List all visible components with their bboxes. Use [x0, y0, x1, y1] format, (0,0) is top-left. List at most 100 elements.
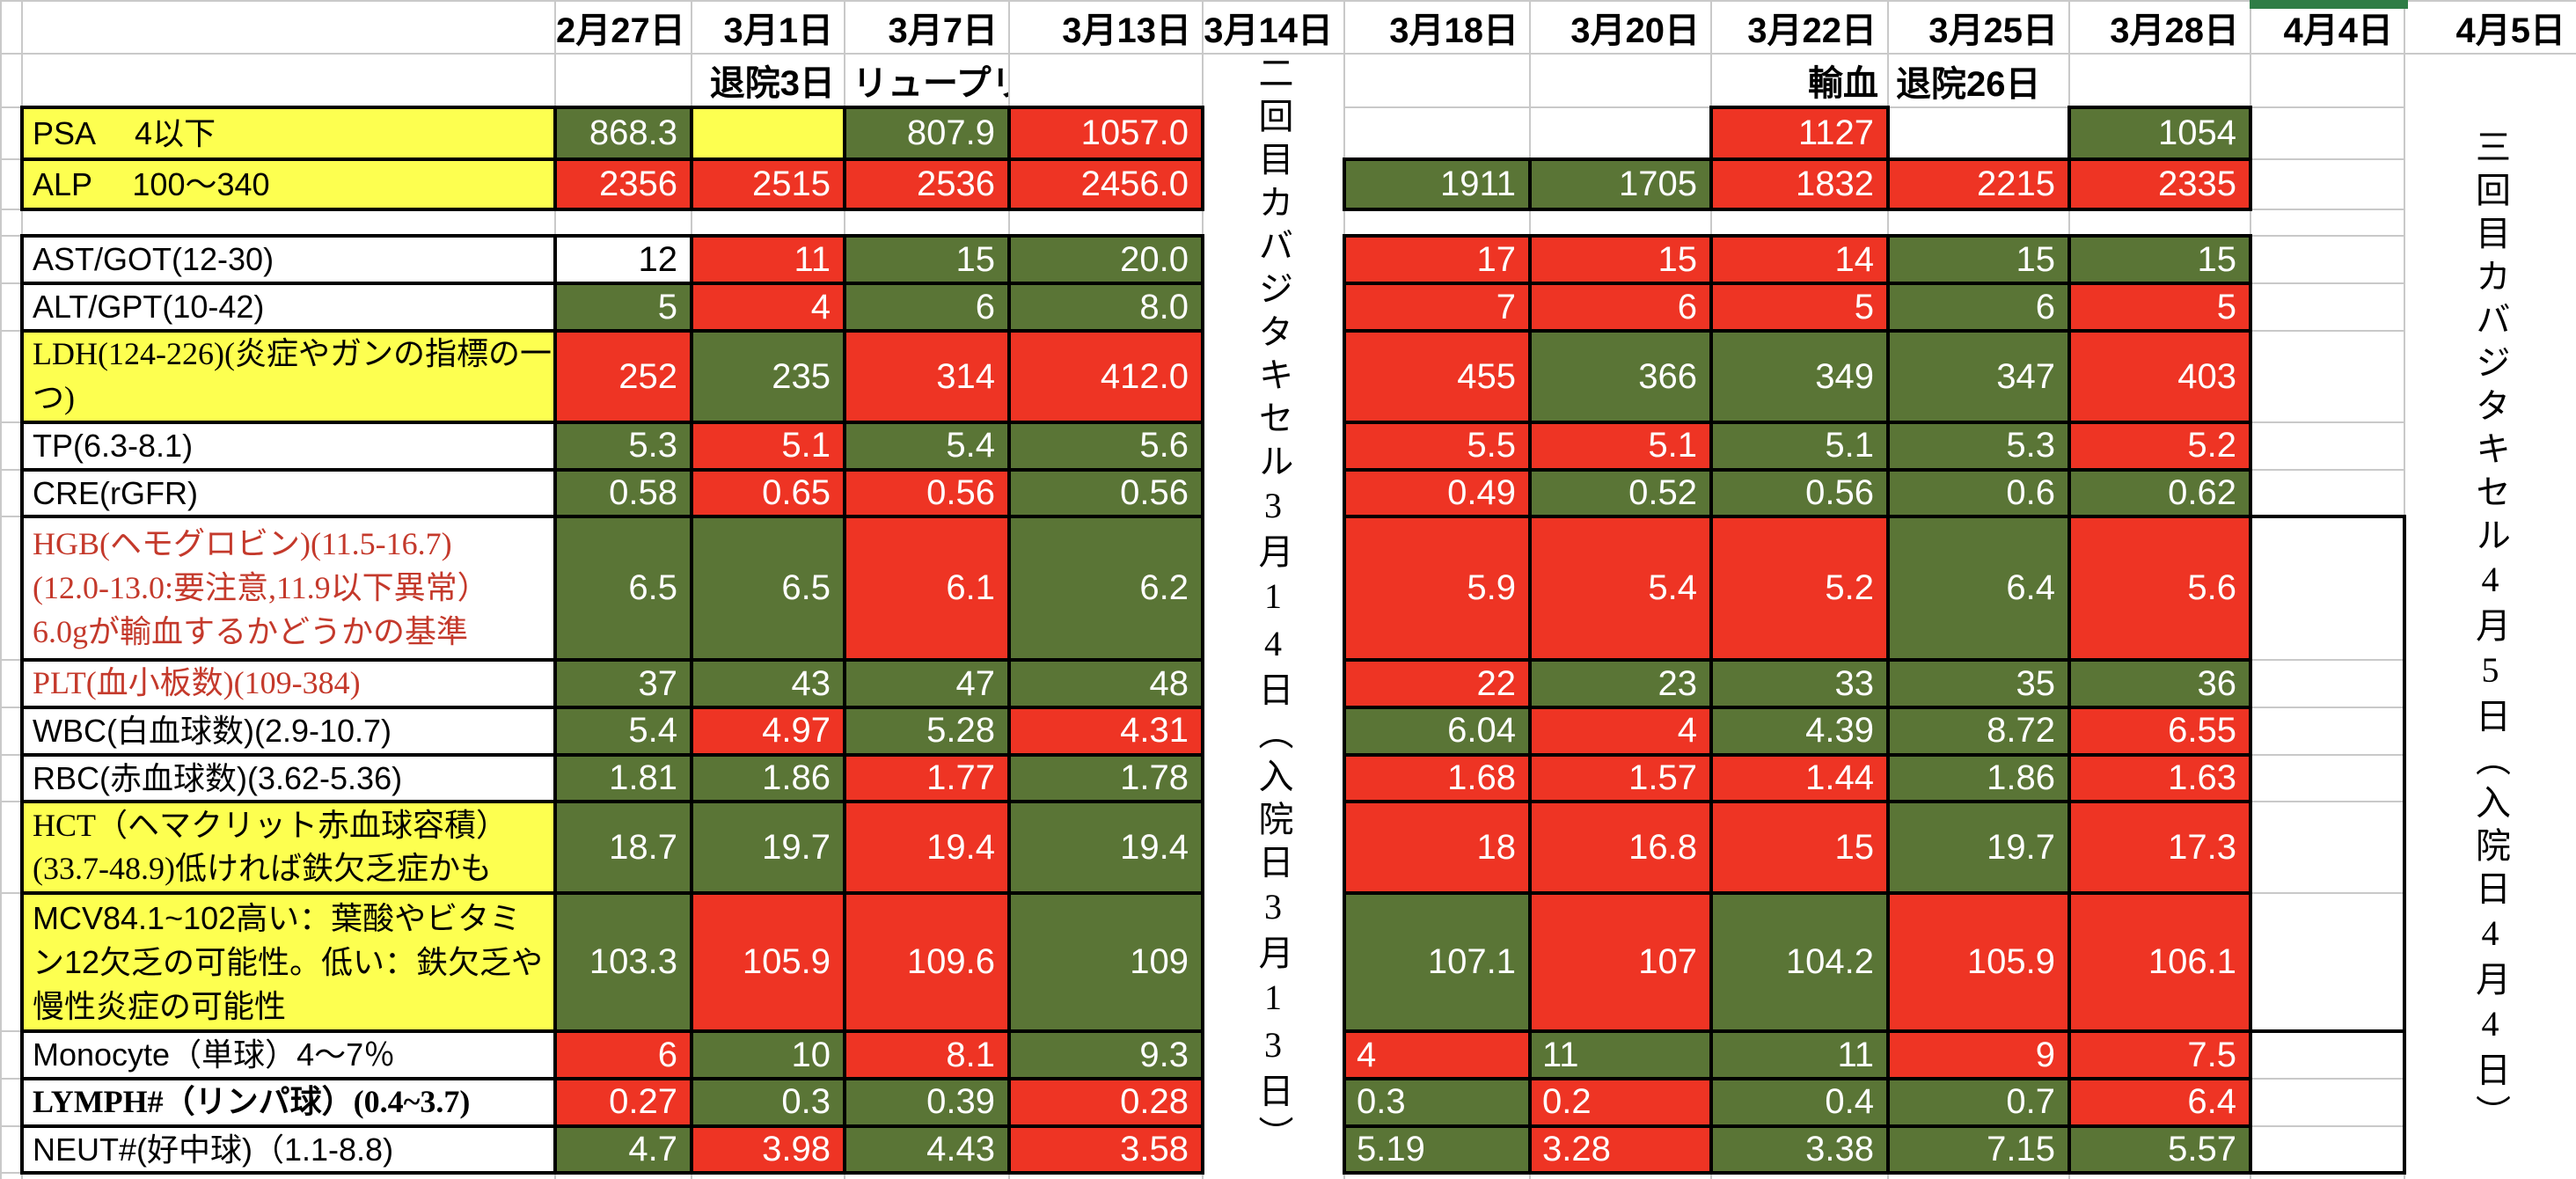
annotation-d0320[interactable]	[1529, 53, 1712, 108]
cell-mcv-d0325[interactable]: 105.9	[1886, 891, 2071, 1034]
annotation-d0301[interactable]: 退院3日	[691, 53, 845, 108]
cell-alp-d0325[interactable]: 2215	[1886, 157, 2071, 211]
date-header-d0405[interactable]: 4月5日	[2404, 0, 2576, 55]
cell-alp-d0318[interactable]: 1911	[1343, 157, 1532, 211]
cell-mcv-d0307[interactable]: 109.6	[843, 891, 1011, 1034]
cell-hgb-d0328[interactable]: 5.6	[2067, 515, 2252, 663]
cell-ast-d0318[interactable]: 17	[1343, 234, 1532, 285]
annotation-d0318[interactable]	[1343, 53, 1531, 108]
cell-ldh-d0313[interactable]: 412.0	[1007, 329, 1204, 424]
cell-cre-d0328[interactable]: 0.62	[2067, 467, 2252, 519]
bottom-row-cell-d0307[interactable]	[844, 1172, 1010, 1179]
label-column-annotation[interactable]	[21, 53, 556, 108]
cell-hct-d0227[interactable]: 18.7	[553, 800, 693, 896]
cell-plt-d0325[interactable]: 35	[1886, 658, 2071, 710]
cell-hgb-d0325[interactable]: 6.4	[1886, 515, 2071, 663]
cell-ast-d0307[interactable]: 15	[843, 234, 1011, 285]
cell-ldh-d0325[interactable]: 347	[1886, 329, 2071, 424]
row-label-rbc[interactable]: RBC(赤血球数)(3.62-5.36)	[20, 752, 557, 804]
bottom-row-label-cell[interactable]	[21, 1172, 556, 1179]
merged-note-cell-d0314[interactable]	[1202, 52, 1345, 1179]
cell-rbc-d0307[interactable]: 1.77	[843, 752, 1011, 804]
date-header-d0301[interactable]: 3月1日	[691, 0, 845, 55]
cell-lymph-d0318[interactable]: 0.3	[1343, 1077, 1532, 1128]
cell-alp-d0301[interactable]: 2515	[690, 157, 846, 211]
cell-rbc-d0301[interactable]: 1.86	[690, 752, 846, 804]
cell-psa-d0307[interactable]: 807.9	[843, 106, 1011, 161]
cell-rbc-d0318[interactable]: 1.68	[1343, 752, 1532, 804]
cell-wbc-d0318[interactable]: 6.04	[1343, 706, 1532, 757]
annotation-d0307[interactable]: リュープリン	[844, 53, 1010, 108]
cell-wbc-d0404[interactable]	[2250, 707, 2406, 756]
cell-ldh-d0301[interactable]: 235	[690, 329, 846, 424]
cell-spacer-d0301[interactable]	[691, 209, 845, 237]
date-header-d0322[interactable]: 3月22日	[1710, 0, 1889, 55]
row-label-mcv[interactable]: MCV84.1~102高い：葉酸やビタミ ン12欠乏の可能性。低い：鉄欠乏や 慢…	[20, 891, 557, 1034]
cell-wbc-d0227[interactable]: 5.4	[553, 706, 693, 757]
date-header-d0328[interactable]: 3月28日	[2068, 0, 2251, 55]
cell-lymph-d0325[interactable]: 0.7	[1886, 1077, 2071, 1128]
row-label-hct[interactable]: HCT（ヘマクリット赤血球容積） (33.7-48.9)低ければ鉄欠乏症かも	[20, 800, 557, 896]
cell-psa-d0404[interactable]	[2250, 106, 2405, 160]
merged-note-cell-d0405[interactable]	[2404, 52, 2576, 1179]
date-header-d0320[interactable]: 3月20日	[1529, 0, 1712, 55]
cell-psa-d0318[interactable]	[1343, 106, 1531, 160]
cell-alp-d0313[interactable]: 2456.0	[1007, 157, 1204, 211]
annotation-d0328[interactable]	[2068, 53, 2251, 108]
cell-mono-d0307[interactable]: 8.1	[843, 1029, 1011, 1081]
cell-plt-d0318[interactable]: 22	[1343, 658, 1532, 710]
cell-ast-d0301[interactable]: 11	[690, 234, 846, 285]
cell-tp-d0322[interactable]: 5.1	[1709, 421, 1890, 472]
cell-cre-d0307[interactable]: 0.56	[843, 467, 1011, 519]
cell-rbc-d0227[interactable]: 1.81	[553, 752, 693, 804]
cell-hct-d0301[interactable]: 19.7	[690, 800, 846, 896]
cell-alp-d0227[interactable]: 2356	[553, 157, 693, 211]
cell-mcv-d0322[interactable]: 104.2	[1709, 891, 1890, 1034]
cell-ldh-d0320[interactable]: 366	[1528, 329, 1713, 424]
cell-spacer-d0307[interactable]	[844, 209, 1010, 237]
row-label-cre[interactable]: CRE(rGFR)	[20, 467, 557, 519]
cell-psa-d0320[interactable]	[1529, 106, 1712, 160]
cell-mcv-d0320[interactable]: 107	[1528, 891, 1713, 1034]
cell-wbc-d0301[interactable]: 4.97	[690, 706, 846, 757]
cell-mcv-d0328[interactable]: 106.1	[2067, 891, 2252, 1034]
cell-tp-d0227[interactable]: 5.3	[553, 421, 693, 472]
cell-hct-d0307[interactable]: 19.4	[843, 800, 1011, 896]
cell-hct-d0325[interactable]: 19.7	[1886, 800, 2071, 896]
cell-neut-d0301[interactable]: 3.98	[690, 1124, 846, 1175]
cell-alt-d0227[interactable]: 5	[553, 282, 693, 333]
cell-spacer-d0227[interactable]	[554, 209, 692, 237]
cell-hgb-d0322[interactable]: 5.2	[1709, 515, 1890, 663]
row-label-spacer[interactable]	[21, 209, 556, 237]
cell-rbc-d0320[interactable]: 1.57	[1528, 752, 1713, 804]
cell-hct-d0322[interactable]: 15	[1709, 800, 1890, 896]
cell-ldh-d0307[interactable]: 314	[843, 329, 1011, 424]
date-header-d0404[interactable]: 4月4日	[2250, 0, 2405, 55]
cell-mono-d0301[interactable]: 10	[690, 1029, 846, 1081]
cell-ast-d0328[interactable]: 15	[2067, 234, 2252, 285]
cell-alp-d0320[interactable]: 1705	[1528, 157, 1713, 211]
cell-psa-d0322[interactable]: 1127	[1709, 106, 1890, 161]
cell-rbc-d0322[interactable]: 1.44	[1709, 752, 1890, 804]
date-header-d0314[interactable]: 3月14日	[1202, 0, 1345, 55]
cell-alp-d0404[interactable]	[2250, 158, 2405, 210]
cell-ldh-d0318[interactable]: 455	[1343, 329, 1532, 424]
cell-cre-d0320[interactable]: 0.52	[1528, 467, 1713, 519]
cell-rbc-d0328[interactable]: 1.63	[2067, 752, 2252, 804]
cell-neut-d0325[interactable]: 7.15	[1886, 1124, 2071, 1175]
cell-tp-d0320[interactable]: 5.1	[1528, 421, 1713, 472]
annotation-d0325[interactable]: 退院26日	[1887, 53, 2070, 108]
cell-neut-d0307[interactable]: 4.43	[843, 1124, 1011, 1175]
cell-lymph-d0322[interactable]: 0.4	[1709, 1077, 1890, 1128]
vertical-note-third-cabazitaxel[interactable]: 三回目カバジタキセル4月5日︵入院日4月4日︶	[2470, 128, 2510, 1138]
bottom-row-cell-d0320[interactable]	[1529, 1172, 1712, 1179]
cell-ldh-d0322[interactable]: 349	[1709, 329, 1890, 424]
cell-hct-d0328[interactable]: 17.3	[2067, 800, 2252, 896]
cell-wbc-d0328[interactable]: 6.55	[2067, 706, 2252, 757]
bottom-row-cell-d0325[interactable]	[1887, 1172, 2070, 1179]
date-header-d0227[interactable]: 2月27日	[554, 0, 692, 55]
row-label-hgb[interactable]: HGB(ヘモグロビン)(11.5-16.7) (12.0-13.0:要注意,11…	[20, 515, 557, 663]
cell-psa-d0301[interactable]	[690, 106, 846, 161]
cell-rbc-d0325[interactable]: 1.86	[1886, 752, 2071, 804]
cell-hgb-d0318[interactable]: 5.9	[1343, 515, 1532, 663]
